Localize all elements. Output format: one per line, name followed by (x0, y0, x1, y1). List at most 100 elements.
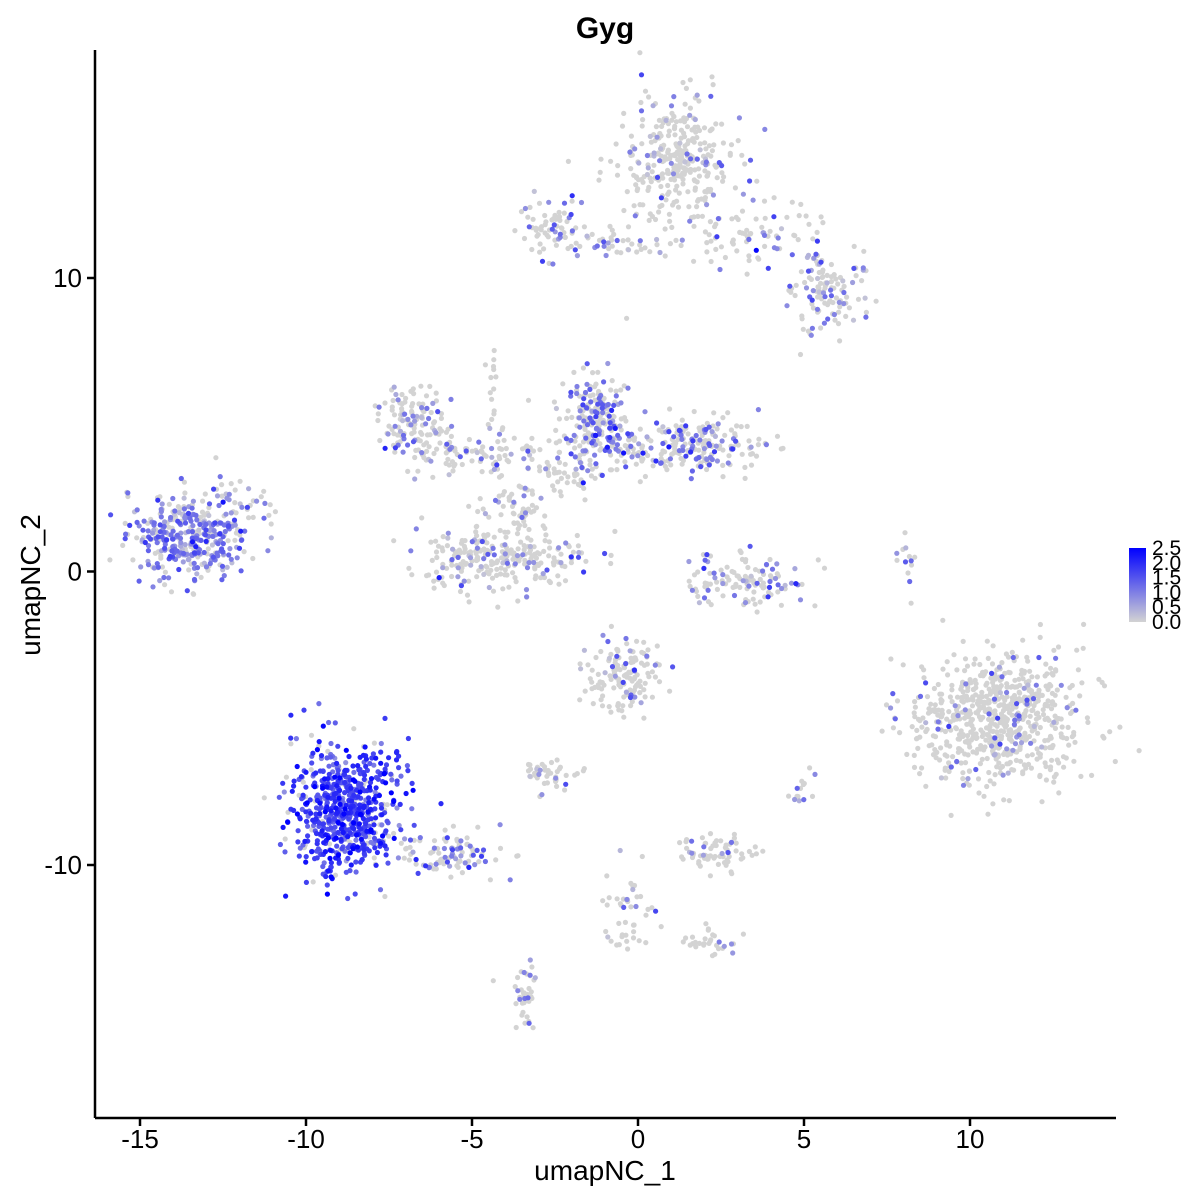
cell-point (399, 401, 405, 407)
cell-point (654, 236, 660, 243)
cell-point (303, 818, 310, 824)
cell-point (714, 458, 721, 464)
cell-point (529, 502, 536, 508)
cell-point (400, 418, 406, 424)
cell-point (753, 453, 760, 459)
cell-point (355, 763, 361, 769)
cell-point (404, 763, 410, 769)
cell-point (397, 428, 404, 434)
cell-point (419, 515, 425, 521)
cell-point (803, 285, 810, 291)
cell-point (1042, 760, 1048, 766)
cell-point (520, 506, 526, 512)
cell-point (787, 283, 793, 289)
cell-point (220, 541, 226, 547)
cell-point (268, 535, 274, 541)
cell-point (1084, 715, 1090, 721)
cell-point (418, 383, 424, 389)
cell-point (855, 296, 862, 302)
cell-point (719, 850, 725, 857)
cell-point (653, 458, 659, 464)
cell-point (774, 561, 780, 567)
cell-point (973, 766, 979, 773)
cell-point (704, 240, 710, 246)
cell-point (977, 761, 984, 767)
cell-point (572, 772, 578, 778)
cell-point (625, 946, 631, 952)
cell-point (332, 798, 338, 805)
cell-point (466, 578, 472, 584)
cell-point (957, 734, 963, 740)
cell-point (340, 829, 346, 836)
cell-point (1018, 740, 1025, 746)
cell-point (353, 832, 360, 838)
cell-point (641, 639, 647, 645)
cell-point (351, 820, 357, 826)
cell-point (412, 454, 418, 461)
cell-point (1022, 710, 1028, 716)
cell-point (582, 389, 589, 396)
cell-point (746, 257, 752, 264)
cell-point (599, 703, 606, 709)
cell-point (562, 461, 568, 467)
cell-point (680, 79, 686, 86)
colorbar (1129, 548, 1146, 622)
cell-point (717, 266, 723, 273)
cell-point (443, 429, 449, 435)
cell-point (164, 537, 170, 543)
cell-point (938, 696, 944, 703)
cell-point (558, 475, 565, 481)
cell-point (1000, 772, 1006, 778)
cell-point (530, 448, 537, 454)
cell-point (628, 166, 634, 172)
cell-point (136, 578, 142, 584)
cell-point (231, 517, 238, 523)
cell-point (775, 582, 781, 588)
cell-point (1048, 683, 1054, 689)
cell-point (1021, 685, 1027, 691)
cell-point (759, 224, 765, 230)
cell-point (797, 351, 804, 358)
cell-point (691, 223, 697, 229)
cell-point (742, 559, 749, 565)
cell-point (412, 476, 418, 482)
cell-point (513, 1024, 519, 1031)
cell-point (383, 828, 389, 834)
cell-point (990, 643, 996, 649)
cell-point (402, 411, 408, 417)
cell-point (395, 397, 401, 403)
x-axis-label: umapNC_1 (534, 1155, 676, 1186)
cell-point (405, 735, 411, 742)
cell-point (697, 863, 703, 869)
cell-point (754, 580, 760, 586)
cell-point (982, 744, 988, 750)
cell-point (210, 533, 216, 539)
cell-point (551, 487, 557, 493)
cell-point (361, 776, 367, 783)
cell-point (713, 121, 719, 127)
cell-point (162, 582, 168, 588)
cell-point (313, 770, 319, 776)
cell-point (737, 548, 743, 554)
cell-point (503, 445, 509, 452)
cell-point (262, 500, 268, 506)
cell-point (617, 847, 623, 854)
cell-point (374, 849, 380, 856)
cell-point (527, 957, 533, 963)
cell-point (651, 150, 657, 156)
cell-point (191, 576, 198, 583)
cell-point (364, 767, 370, 774)
cell-point (175, 518, 181, 524)
cell-point (616, 676, 622, 682)
cell-point (731, 592, 738, 599)
cell-point (997, 733, 1003, 739)
colorbar-tick-label: 2.5 (1152, 537, 1181, 560)
cell-point (494, 572, 500, 579)
cell-point (430, 474, 436, 480)
cell-point (272, 509, 278, 515)
cell-point (644, 152, 651, 159)
cell-point (408, 422, 414, 428)
cell-point (575, 543, 582, 549)
cell-point (590, 392, 596, 398)
cell-point (401, 855, 407, 861)
